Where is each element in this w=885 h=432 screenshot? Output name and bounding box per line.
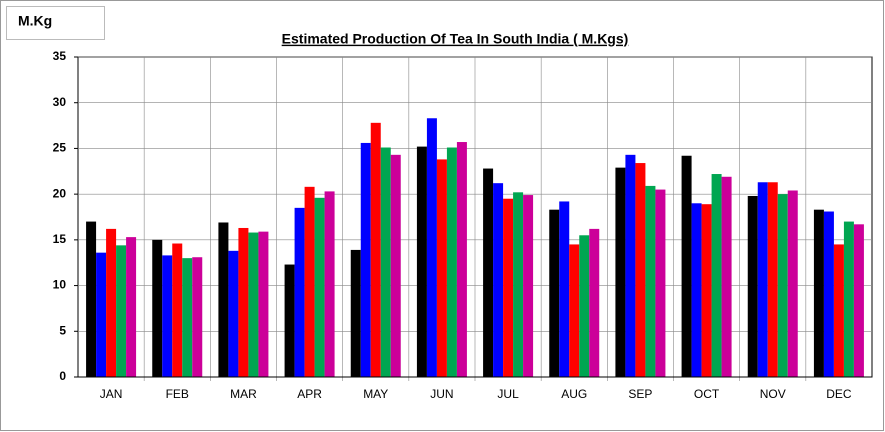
bar [823,211,834,377]
bar [456,142,467,377]
bar [747,195,758,377]
bar [559,201,570,377]
y-tick-label: 10 [53,278,67,292]
bar [182,258,193,377]
bar [853,224,864,377]
x-tick-label: JUL [497,387,519,401]
y-tick-label: 20 [53,186,67,200]
bar [416,146,427,377]
bar [589,228,600,377]
bar [360,142,371,377]
bar [655,189,666,377]
bar [106,228,117,377]
bar [258,231,269,377]
bar [503,198,514,377]
x-tick-label: JUN [430,387,453,401]
bar [645,185,656,377]
bar [192,257,203,377]
bar [711,174,722,377]
bar [426,118,437,377]
bar [777,194,788,377]
x-tick-label: SEP [628,387,652,401]
bar [767,182,778,377]
bar [238,227,249,377]
y-tick-label: 5 [59,323,66,337]
x-tick-label: DEC [826,387,852,401]
bar [370,122,381,377]
bar [390,154,401,377]
bar [493,183,504,377]
x-tick-label: NOV [760,387,786,401]
bar [523,195,534,377]
bar [172,243,183,377]
bar [116,245,127,377]
bar [813,209,824,377]
y-tick-label: 25 [53,141,67,155]
bar [162,255,173,377]
bar [228,250,239,377]
bar [635,163,646,377]
bar [152,239,163,377]
bar [446,147,457,377]
chart-title: Estimated Production Of Tea In South Ind… [282,31,629,47]
y-tick-label: 35 [53,49,67,63]
x-tick-label: JAN [100,387,123,401]
y-tick-label: 0 [59,369,66,383]
bar [701,204,712,377]
bar [579,235,590,377]
bar [721,176,732,377]
bar [218,222,229,377]
y-tick-label: 30 [53,95,67,109]
bar [304,186,315,377]
bar [625,154,636,377]
bar [436,159,447,377]
bar [248,232,259,377]
y-axis-label: M.Kg [18,13,52,29]
bar [549,209,560,377]
bar [787,190,798,377]
bar [615,167,626,377]
x-tick-label: MAR [230,387,257,401]
bar [294,207,305,377]
x-tick-label: MAY [363,387,388,401]
y-tick-label: 15 [53,232,67,246]
bar [691,203,702,377]
x-tick-label: AUG [561,387,587,401]
bar [86,221,97,377]
bar [96,252,107,377]
bar [681,155,692,377]
unit-box [6,6,105,40]
bar [483,168,494,377]
bar [757,182,768,377]
x-tick-label: FEB [166,387,189,401]
bar [284,264,295,377]
bar [380,147,391,377]
bar [843,221,854,377]
bar [569,244,580,377]
bar [324,191,335,377]
bar [350,249,361,377]
bar [513,192,524,377]
bar [126,237,137,377]
bar [833,244,844,377]
bar [314,197,325,377]
x-tick-label: APR [297,387,322,401]
x-tick-label: OCT [694,387,720,401]
